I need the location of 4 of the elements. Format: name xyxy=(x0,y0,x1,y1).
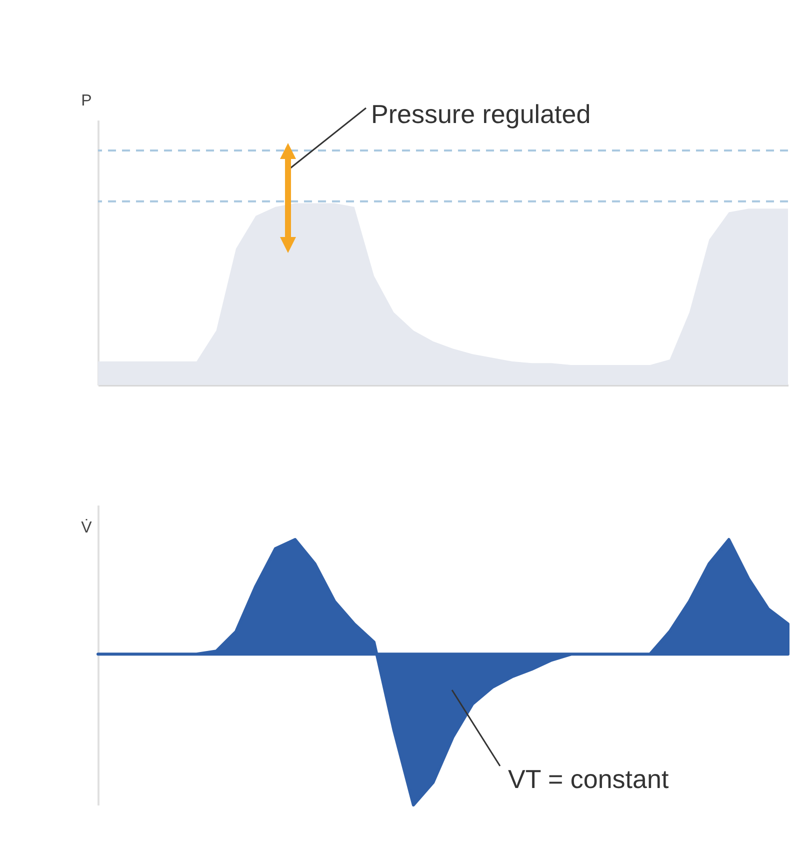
annotation: VT = constant xyxy=(508,764,670,794)
y-axis-title: V̇ xyxy=(81,518,92,536)
y-axis-title: P xyxy=(81,92,92,110)
text: Pressure regulated xyxy=(371,99,591,129)
